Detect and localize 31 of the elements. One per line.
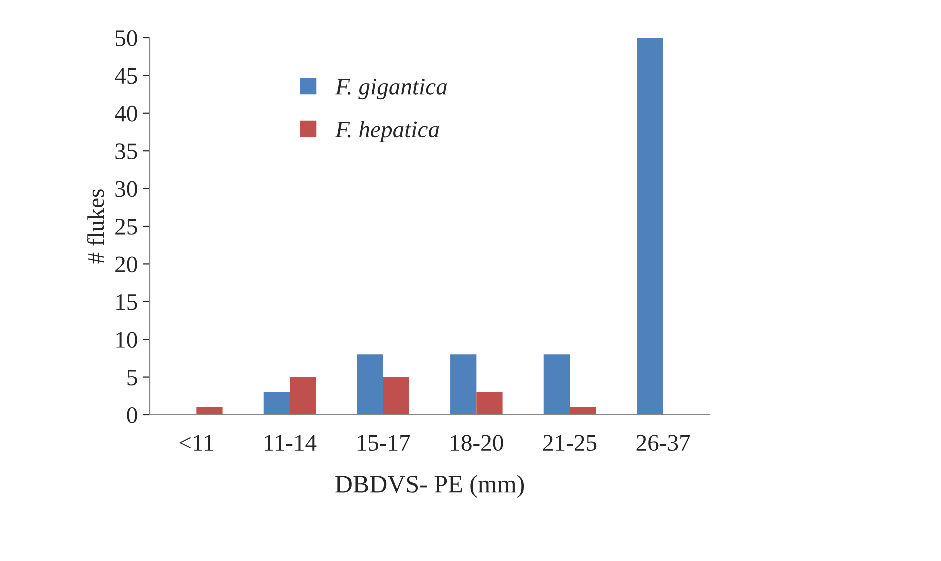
bar: [264, 392, 290, 415]
y-tick-label: 35: [116, 144, 138, 160]
y-tick-label: 30: [116, 181, 138, 198]
y-tick-label: 20: [116, 256, 138, 273]
y-tick-label: 5: [128, 370, 138, 386]
y-tick-label: 45: [115, 68, 138, 84]
x-tick-label: <11: [180, 435, 214, 451]
bar: [290, 377, 316, 415]
bar: [450, 354, 477, 415]
bar: [544, 354, 570, 415]
x-tick-label: 21-25: [543, 435, 597, 452]
y-axis-title: # flukes: [87, 190, 104, 264]
y-tick-label: 0: [127, 407, 138, 424]
x-tick-label: 11-14: [264, 435, 317, 451]
bar: [357, 354, 384, 415]
y-tick-label: 10: [116, 332, 138, 348]
x-axis-title: DBDVS- PE (mm): [336, 475, 524, 498]
bar: [383, 377, 410, 415]
x-tick-label: 18-20: [451, 435, 504, 452]
bar: [196, 407, 223, 415]
bar: [476, 392, 503, 415]
bar: [570, 407, 596, 415]
bar: [637, 38, 664, 415]
y-tick-label: 50: [116, 30, 138, 46]
y-tick-label: 25: [116, 219, 138, 235]
y-tick-label: 40: [115, 106, 138, 122]
x-tick-label: 26-37: [636, 435, 690, 452]
y-tick-label: 15: [116, 294, 138, 310]
legend-label: F. gigantica: [335, 78, 448, 100]
x-tick-label: 15-17: [358, 435, 410, 452]
legend-label: F. hepatica: [335, 121, 440, 142]
